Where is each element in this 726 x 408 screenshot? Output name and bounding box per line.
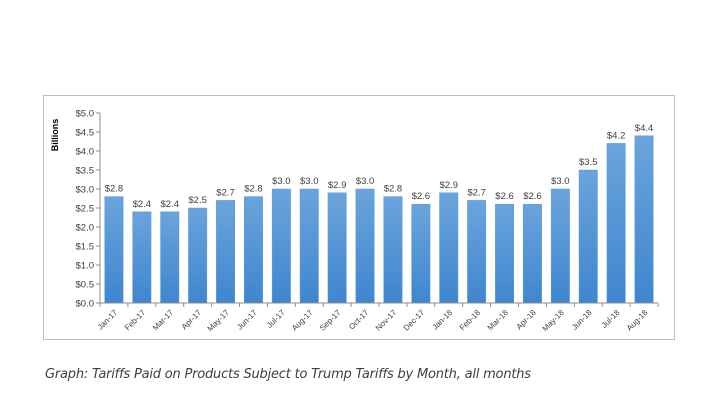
bar <box>467 200 487 304</box>
bar <box>160 211 180 304</box>
x-tick-label: Jul-18 <box>600 308 622 330</box>
data-label: $2.6 <box>523 191 542 202</box>
x-tick-label: Dec-17 <box>402 308 427 333</box>
x-tick-label: Oct-17 <box>347 308 371 332</box>
data-label: $4.4 <box>635 123 654 134</box>
bar <box>383 196 403 304</box>
data-label: $2.4 <box>133 199 152 210</box>
data-label: $2.8 <box>105 184 124 195</box>
x-tick-label: Jun-18 <box>570 308 594 332</box>
data-label: $2.7 <box>467 187 486 198</box>
x-tick-label: Feb-18 <box>458 308 483 333</box>
y-tick-label: $5.0 <box>76 109 95 120</box>
data-label: $4.2 <box>607 130 626 141</box>
y-axis-title: Billions <box>50 119 60 152</box>
data-label: $3.0 <box>551 176 570 187</box>
x-tick-label: Feb-17 <box>123 308 148 333</box>
x-tick-label: Mar-18 <box>486 308 511 333</box>
data-label: $2.9 <box>440 180 459 191</box>
y-tick-label: $3.5 <box>76 166 95 177</box>
y-tick-label: $1.0 <box>76 261 95 272</box>
data-label: $3.5 <box>579 157 598 168</box>
y-tick-label: $0.0 <box>76 299 95 310</box>
bar <box>216 200 236 304</box>
y-tick-label: $4.0 <box>76 147 95 158</box>
bar <box>104 196 124 304</box>
data-label: $3.0 <box>300 176 319 187</box>
data-label: $3.0 <box>356 176 375 187</box>
x-tick-label: Jan-17 <box>96 308 120 332</box>
x-tick-label: Nov-17 <box>374 308 399 333</box>
bar <box>299 188 319 304</box>
bar <box>411 203 431 304</box>
bar <box>327 192 347 304</box>
x-tick-label: Aug-18 <box>625 308 650 333</box>
bar <box>132 211 152 304</box>
x-tick-label: Aug-17 <box>290 308 315 333</box>
x-tick-label: May-17 <box>206 308 232 334</box>
data-label: $2.6 <box>412 191 431 202</box>
data-label: $2.4 <box>161 199 180 210</box>
y-tick-label: $2.0 <box>76 223 95 234</box>
bar <box>355 188 375 304</box>
data-label: $2.8 <box>244 184 263 195</box>
bar <box>439 192 459 304</box>
x-tick-label: Jul-17 <box>265 308 287 330</box>
x-tick-label: May-18 <box>541 308 567 334</box>
bar <box>522 203 542 304</box>
bar-chart: $0.0 $0.5 $1.0 $1.5 $2.0 $2.5 $3.0 $3.5 $4.0 $4.5… <box>50 109 659 334</box>
chart-frame: $0.0 $0.5 $1.0 $1.5 $2.0 $2.5 $3.0 $3.5 $4.0 $4.5… <box>43 95 675 340</box>
x-tick-label: Jun-17 <box>235 308 259 332</box>
bar <box>550 188 570 304</box>
bar <box>634 135 654 304</box>
data-label: $3.0 <box>272 176 291 187</box>
bar <box>495 203 515 304</box>
x-tick-label: Apr-18 <box>515 308 539 332</box>
x-tick-label: Apr-17 <box>180 308 204 332</box>
bar <box>271 188 291 304</box>
data-label: $2.7 <box>216 187 235 198</box>
x-tick-label: Jan-18 <box>430 308 454 332</box>
data-label: $2.6 <box>495 191 514 202</box>
x-tick-label: Sep-17 <box>318 308 343 333</box>
bar <box>243 196 263 304</box>
y-tick-label: $4.5 <box>76 128 95 139</box>
data-label: $2.8 <box>384 184 403 195</box>
y-tick-label: $0.5 <box>76 280 95 291</box>
y-tick-label: $2.5 <box>76 204 95 215</box>
bar <box>188 207 208 304</box>
y-tick-label: $1.5 <box>76 242 95 253</box>
bar <box>578 169 598 304</box>
chart-caption: Graph: Tariffs Paid on Products Subject … <box>45 367 531 382</box>
x-tick-label: Mar-17 <box>151 308 176 333</box>
y-tick-label: $3.0 <box>76 185 95 196</box>
bar <box>606 143 626 304</box>
data-label: $2.9 <box>328 180 347 191</box>
data-label: $2.5 <box>188 195 207 206</box>
